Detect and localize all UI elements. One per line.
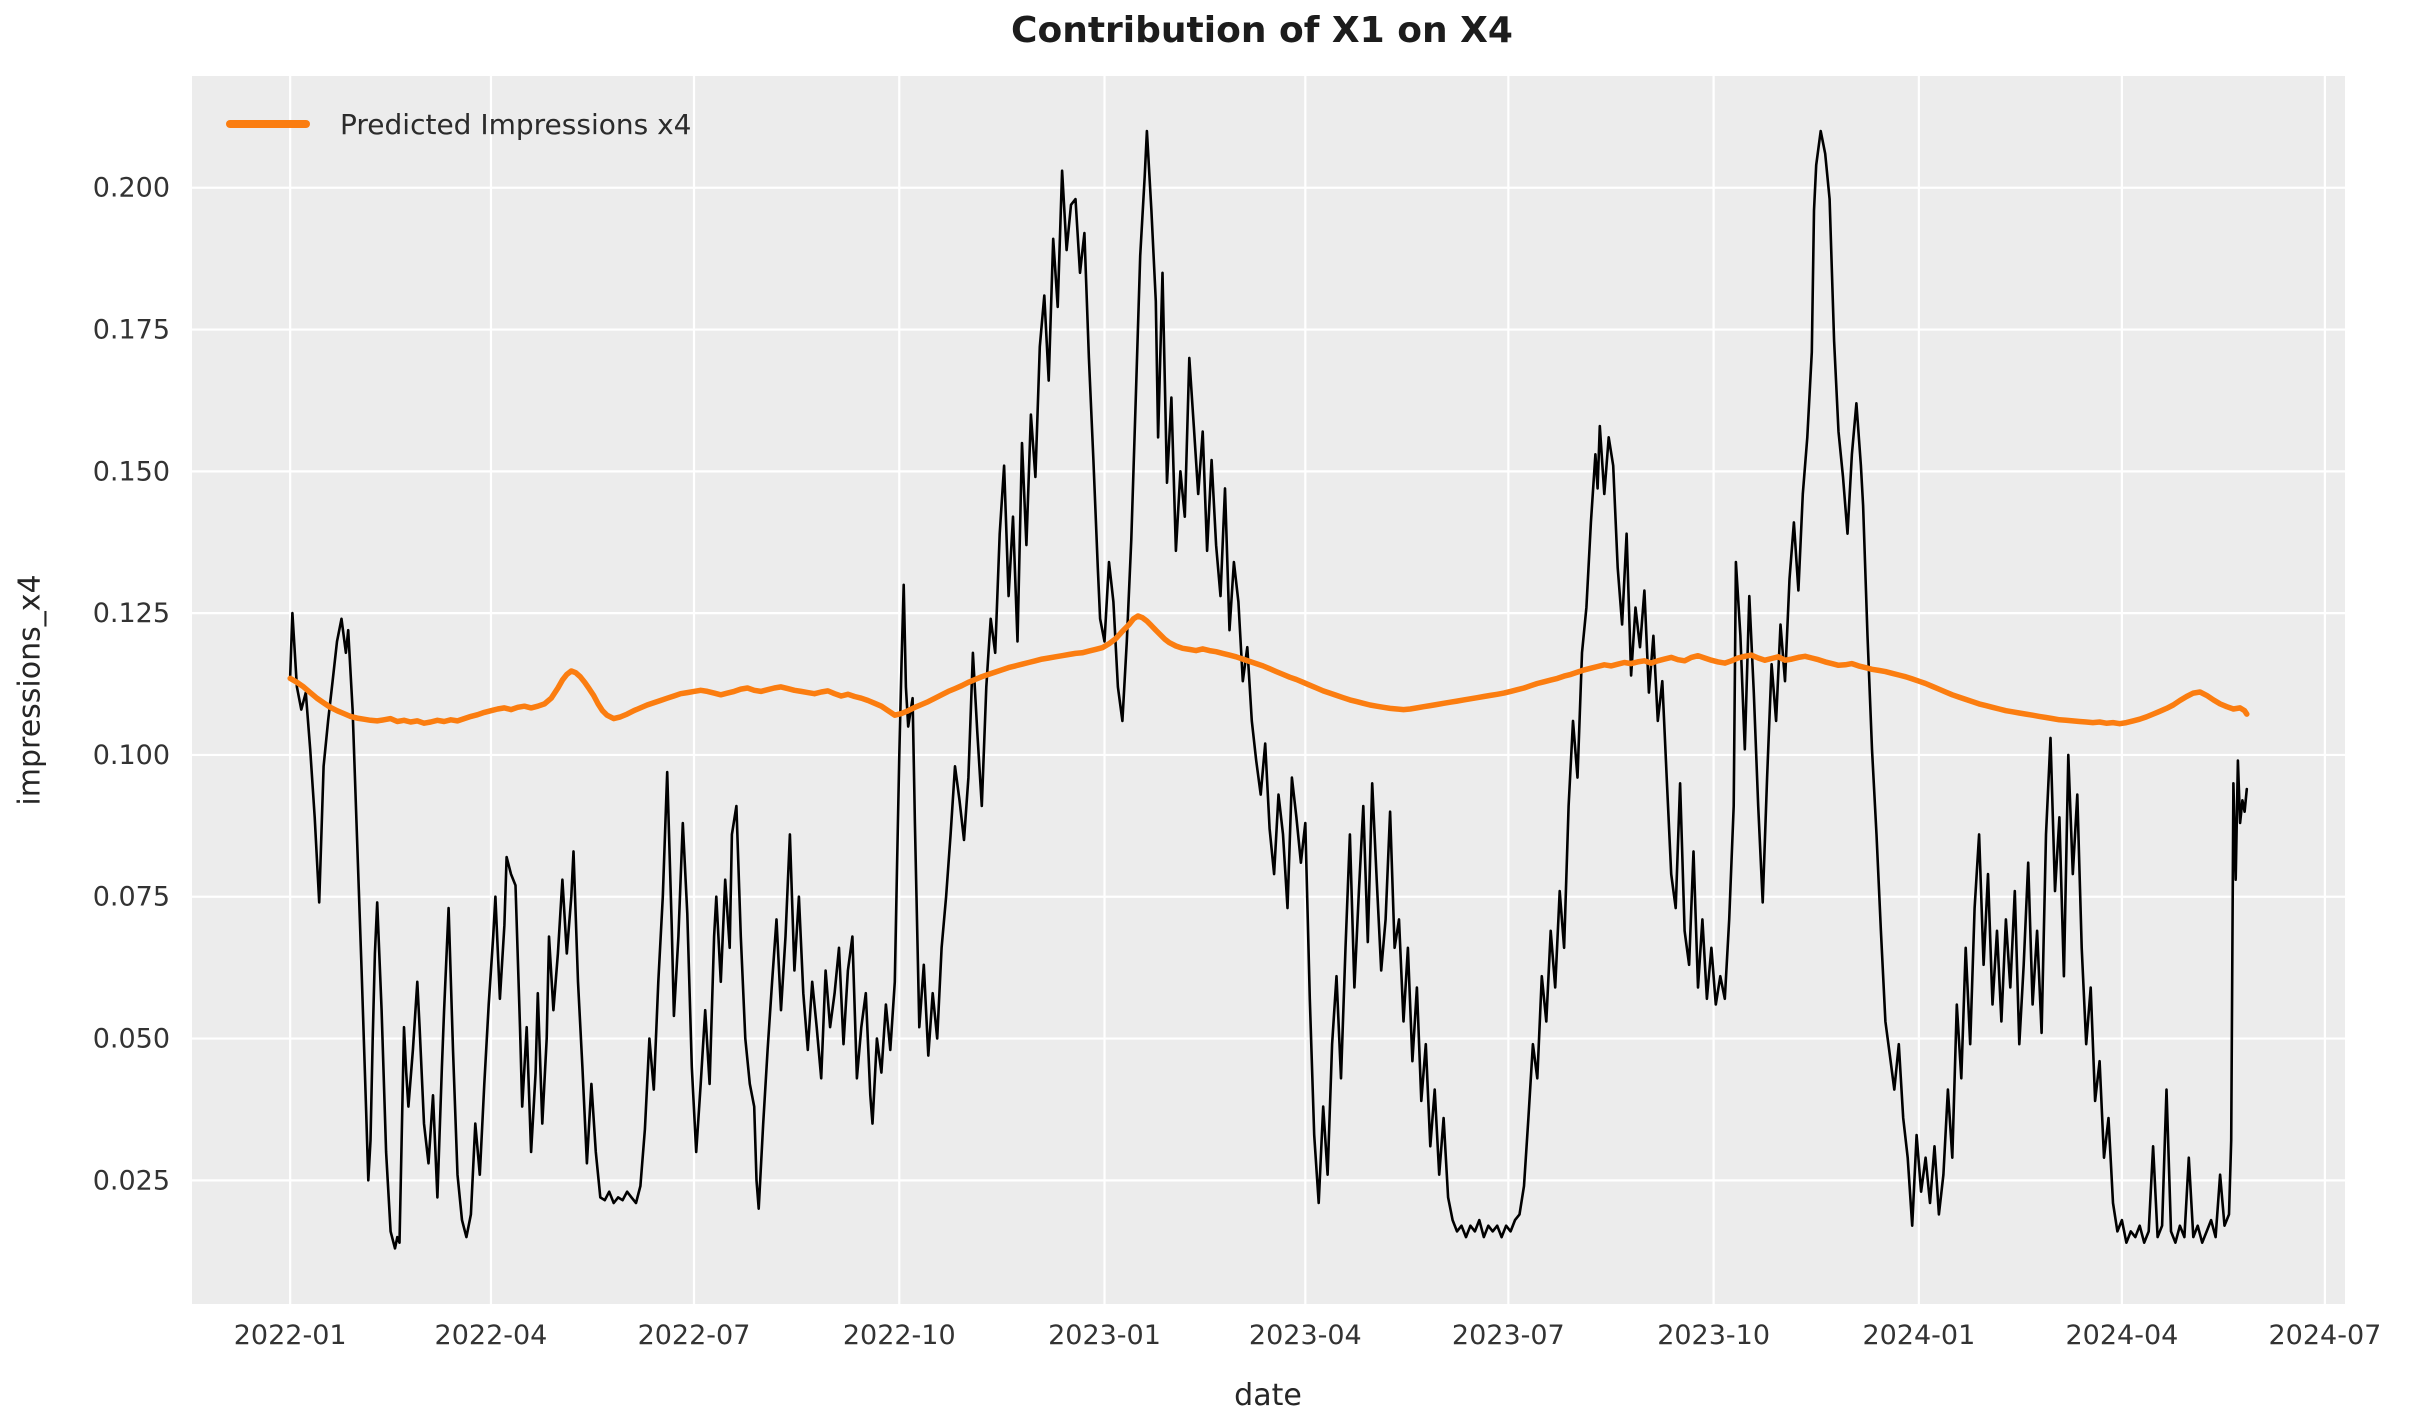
x-tick-label: 2024-01 bbox=[1862, 1320, 1975, 1351]
x-axis-label: date bbox=[1234, 1378, 1302, 1413]
y-tick-label: 0.175 bbox=[93, 315, 170, 346]
y-tick-label: 0.100 bbox=[93, 740, 170, 771]
y-tick-label: 0.050 bbox=[93, 1024, 170, 1055]
actual-line bbox=[288, 129, 2249, 1250]
y-axis-label: impressions_x4 bbox=[12, 574, 48, 806]
x-tick-label: 2023-04 bbox=[1249, 1320, 1362, 1351]
x-tick-label: 2022-10 bbox=[843, 1320, 956, 1351]
legend-label-predicted: Predicted Impressions x4 bbox=[340, 107, 692, 141]
plot-area bbox=[192, 76, 2345, 1304]
chart-title: Contribution of X1 on X4 bbox=[1011, 10, 1513, 51]
legend: Predicted Impressions x4 bbox=[226, 104, 691, 144]
y-tick-label: 0.075 bbox=[93, 882, 170, 913]
y-tick-label: 0.125 bbox=[93, 598, 170, 629]
x-tick-label: 2023-07 bbox=[1452, 1320, 1565, 1351]
x-tick-label: 2024-07 bbox=[2269, 1320, 2382, 1351]
y-tick-label: 0.025 bbox=[93, 1165, 170, 1196]
predicted-line bbox=[287, 613, 2250, 727]
x-tick-label: 2022-07 bbox=[638, 1320, 751, 1351]
x-tick-label: 2023-10 bbox=[1657, 1320, 1770, 1351]
predicted-line-swatch bbox=[226, 120, 310, 128]
y-tick-label: 0.150 bbox=[93, 456, 170, 487]
y-tick-label: 0.200 bbox=[93, 173, 170, 204]
x-tick-label: 2022-04 bbox=[435, 1320, 548, 1351]
x-tick-label: 2022-01 bbox=[234, 1320, 347, 1351]
x-tick-label: 2023-01 bbox=[1048, 1320, 1161, 1351]
x-tick-label: 2024-04 bbox=[2065, 1320, 2178, 1351]
